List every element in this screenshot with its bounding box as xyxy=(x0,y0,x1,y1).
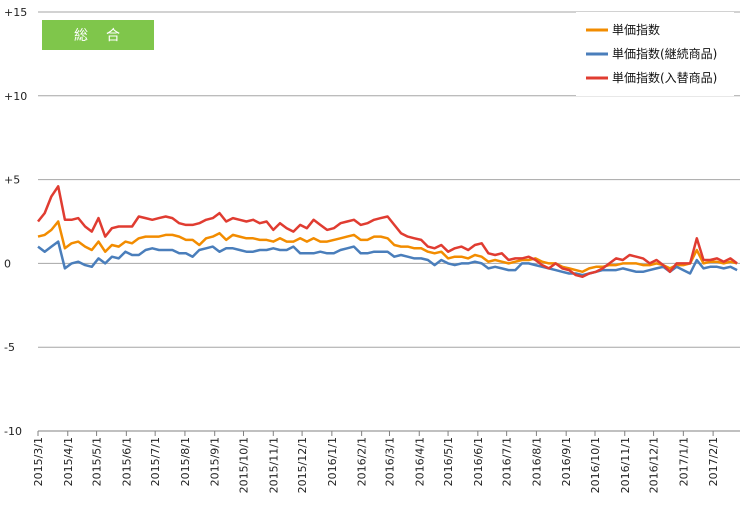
x-tick-label: 2015/12/1 xyxy=(296,437,309,493)
x-tick-label: 2016/4/1 xyxy=(413,437,426,486)
x-tick-label: 2016/5/1 xyxy=(442,437,455,486)
y-tick-label: +15 xyxy=(4,6,27,19)
x-tick-label: 2016/8/1 xyxy=(530,437,543,486)
x-tick-label: 2016/3/1 xyxy=(383,437,396,486)
x-tick-label: 2015/10/1 xyxy=(238,437,251,493)
x-tick-label: 2016/11/1 xyxy=(619,437,632,493)
x-tick-label: 2015/7/1 xyxy=(149,437,162,486)
x-axis-ticks: 2015/3/1 2015/4/1 2015/5/1 2015/6/1 2015/7/1… xyxy=(32,437,720,493)
y-tick-label: -5 xyxy=(4,341,15,354)
x-axis xyxy=(37,430,740,436)
legend-label-1: 単価指数 xyxy=(612,22,660,37)
series-line-1 xyxy=(37,220,738,274)
y-tick-label: +10 xyxy=(4,90,27,103)
x-tick-label: 2016/12/1 xyxy=(648,437,661,493)
series-line-3 xyxy=(37,185,738,279)
y-tick-label: 0 xyxy=(4,257,11,270)
x-tick-label: 2015/6/1 xyxy=(120,437,133,486)
badge-box xyxy=(42,20,154,50)
x-tick-label: 2017/2/1 xyxy=(707,437,720,486)
x-tick-label: 2016/2/1 xyxy=(356,437,369,486)
y-axis-ticks: +15 +10 +5 0 -5 -10 xyxy=(4,6,27,438)
x-tick-label: 2015/3/1 xyxy=(32,437,45,486)
x-tick-label: 2016/10/1 xyxy=(589,437,602,493)
x-tick-label: 2017/1/1 xyxy=(677,437,690,486)
x-tick-label: 2016/7/1 xyxy=(501,437,514,486)
y-tick-label: -10 xyxy=(4,425,22,438)
legend-label-3: 単価指数(入替商品) xyxy=(612,70,717,85)
series-lines xyxy=(37,185,738,279)
badge-label: 総 合 xyxy=(74,28,122,44)
legend-label-2: 単価指数(継続商品) xyxy=(612,46,717,61)
x-tick-label: 2015/11/1 xyxy=(267,437,280,493)
x-tick-label: 2015/8/1 xyxy=(179,437,192,486)
x-tick-label: 2015/9/1 xyxy=(209,437,222,486)
x-tick-label: 2016/1/1 xyxy=(326,437,339,486)
x-tick-label: 2016/6/1 xyxy=(472,437,485,486)
x-tick-label: 2015/4/1 xyxy=(62,437,75,486)
badge: 総 合 xyxy=(42,20,154,50)
x-tick-label: 2016/9/1 xyxy=(560,437,573,486)
x-tick-label: 2015/5/1 xyxy=(91,437,104,486)
y-tick-label: +5 xyxy=(4,174,20,187)
series-line-2 xyxy=(37,240,738,277)
